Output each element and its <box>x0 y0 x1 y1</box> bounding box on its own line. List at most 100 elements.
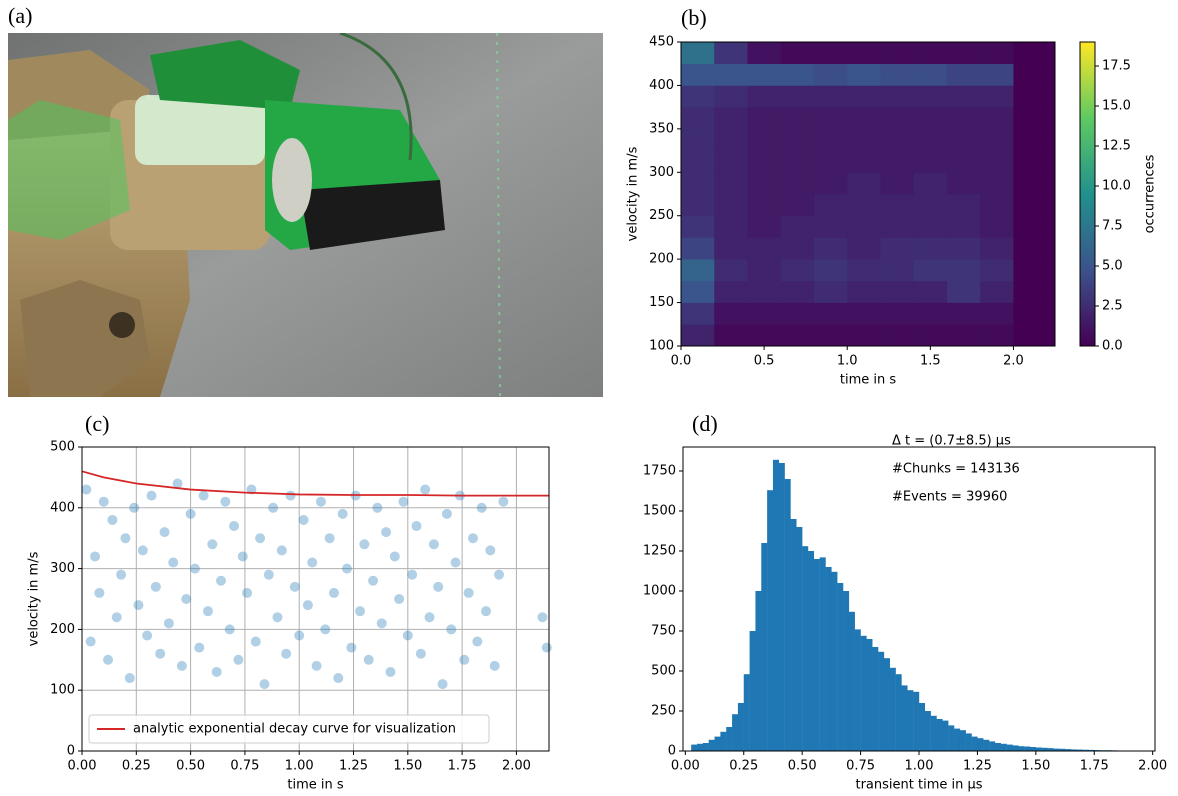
heatmap-cell <box>880 237 915 260</box>
heatmap-cell <box>681 280 715 303</box>
nozzle-ring <box>272 138 312 222</box>
heatmap-cell <box>880 194 915 217</box>
scatter-point <box>146 490 157 501</box>
scatter-point <box>242 587 253 598</box>
histogram-bar <box>790 519 797 751</box>
histogram-bar <box>749 631 756 751</box>
scatter-point <box>376 618 387 629</box>
histogram-bar <box>866 639 873 751</box>
scatter-point <box>446 624 457 635</box>
axes-background <box>82 447 549 751</box>
heatmap-cell <box>813 150 848 173</box>
heatmap-cell <box>747 63 782 86</box>
histogram-bar <box>825 567 832 751</box>
heatmap-cell <box>747 150 782 173</box>
scatter-point <box>398 496 409 507</box>
scatter-point <box>224 624 235 635</box>
histogram-bar <box>714 736 721 751</box>
heatmap-cell <box>946 259 981 282</box>
heatmap-cell <box>714 85 748 108</box>
heatmap-cell <box>714 324 748 347</box>
histogram-bar <box>930 715 937 751</box>
scatter-point <box>220 496 231 507</box>
scatter-point <box>263 569 274 580</box>
histogram-bar <box>901 685 908 751</box>
scatter-point <box>324 533 335 544</box>
y-axis-label: velocity in m/s <box>27 551 42 646</box>
heatmap-cell <box>813 63 848 86</box>
heatmap-cell <box>913 259 948 282</box>
scatter-point <box>150 581 161 592</box>
heatmap-cell <box>813 324 848 347</box>
heatmap-cell <box>780 194 815 217</box>
scatter-point <box>476 502 487 513</box>
heatmap-cell <box>980 324 1014 347</box>
histogram-bar <box>1000 743 1007 751</box>
heatmap-cell <box>880 128 915 151</box>
y-tick-label: 1750 <box>643 464 676 479</box>
heatmap-cell <box>780 85 815 108</box>
x-tick-label: 1.50 <box>393 759 422 774</box>
heatmap-cell <box>847 302 881 325</box>
histogram-bar <box>1029 747 1037 751</box>
heatmap-cell <box>747 280 782 303</box>
scatter-point <box>394 594 405 604</box>
legend-label: analytic exponential decay curve for vis… <box>133 722 456 737</box>
curve <box>81 470 549 497</box>
heatmap-cell <box>747 302 782 325</box>
screw-hole <box>109 312 135 338</box>
heatmap-cell <box>780 107 815 130</box>
heatmap-cell <box>946 85 981 108</box>
histogram-bar <box>691 744 698 751</box>
histogram-bar <box>983 739 990 751</box>
x-tick-label: 1.50 <box>1021 759 1050 774</box>
scatter-point <box>541 642 552 653</box>
scatter-point <box>463 587 474 598</box>
heatmap-cell <box>1013 85 1047 108</box>
colorbar-tick-label: 17.5 <box>1102 59 1131 74</box>
scatter-point <box>81 484 92 495</box>
scatter-point <box>168 557 179 568</box>
scatter-point <box>185 508 196 519</box>
scatter-point <box>194 642 205 653</box>
histogram-bar <box>977 738 984 751</box>
heatmap-cell <box>980 85 1014 108</box>
heatmap-cell <box>681 107 715 130</box>
scatter-point <box>289 581 300 592</box>
heatmap-cell <box>980 63 1014 86</box>
y-tick-label: 200 <box>649 252 674 267</box>
y-tick-label: 1500 <box>643 504 676 519</box>
scatter-point <box>142 630 153 641</box>
y-tick-label: 450 <box>649 35 674 50</box>
x-tick-label: 1.00 <box>905 759 934 774</box>
heatmap-cell <box>813 302 848 325</box>
x-axis-label: time in s <box>287 778 343 793</box>
scatter-point <box>198 490 209 501</box>
heatmap-cell <box>714 302 748 325</box>
scatter-point <box>207 539 218 550</box>
histogram-bar <box>883 658 890 751</box>
heatmap-cell <box>880 215 915 238</box>
y-tick-label: 1000 <box>643 584 676 599</box>
histogram-bar <box>843 591 850 751</box>
heatmap-cell <box>946 215 981 238</box>
histogram-bar <box>907 690 914 751</box>
scatter-point <box>202 606 213 617</box>
heatmap-cell <box>880 150 915 173</box>
heatmap-cell <box>946 302 981 325</box>
heatmap-cell <box>681 302 715 325</box>
heatmap-cell <box>913 194 948 217</box>
heatmap-cell <box>880 107 915 130</box>
scatter-point <box>346 642 357 653</box>
heatmap-cell <box>913 63 948 86</box>
heatmap-cell <box>1013 172 1047 195</box>
histogram-bar <box>1035 747 1042 751</box>
scatter-point <box>459 654 470 665</box>
y-tick-label: 250 <box>649 208 674 223</box>
scatter-point <box>494 569 505 580</box>
heatmap-cell <box>980 259 1014 282</box>
heatmap-cell <box>946 237 981 260</box>
heatmap-cell <box>913 107 948 130</box>
x-tick-label: 0.75 <box>230 759 259 774</box>
x-tick-label: 0.25 <box>122 759 151 774</box>
